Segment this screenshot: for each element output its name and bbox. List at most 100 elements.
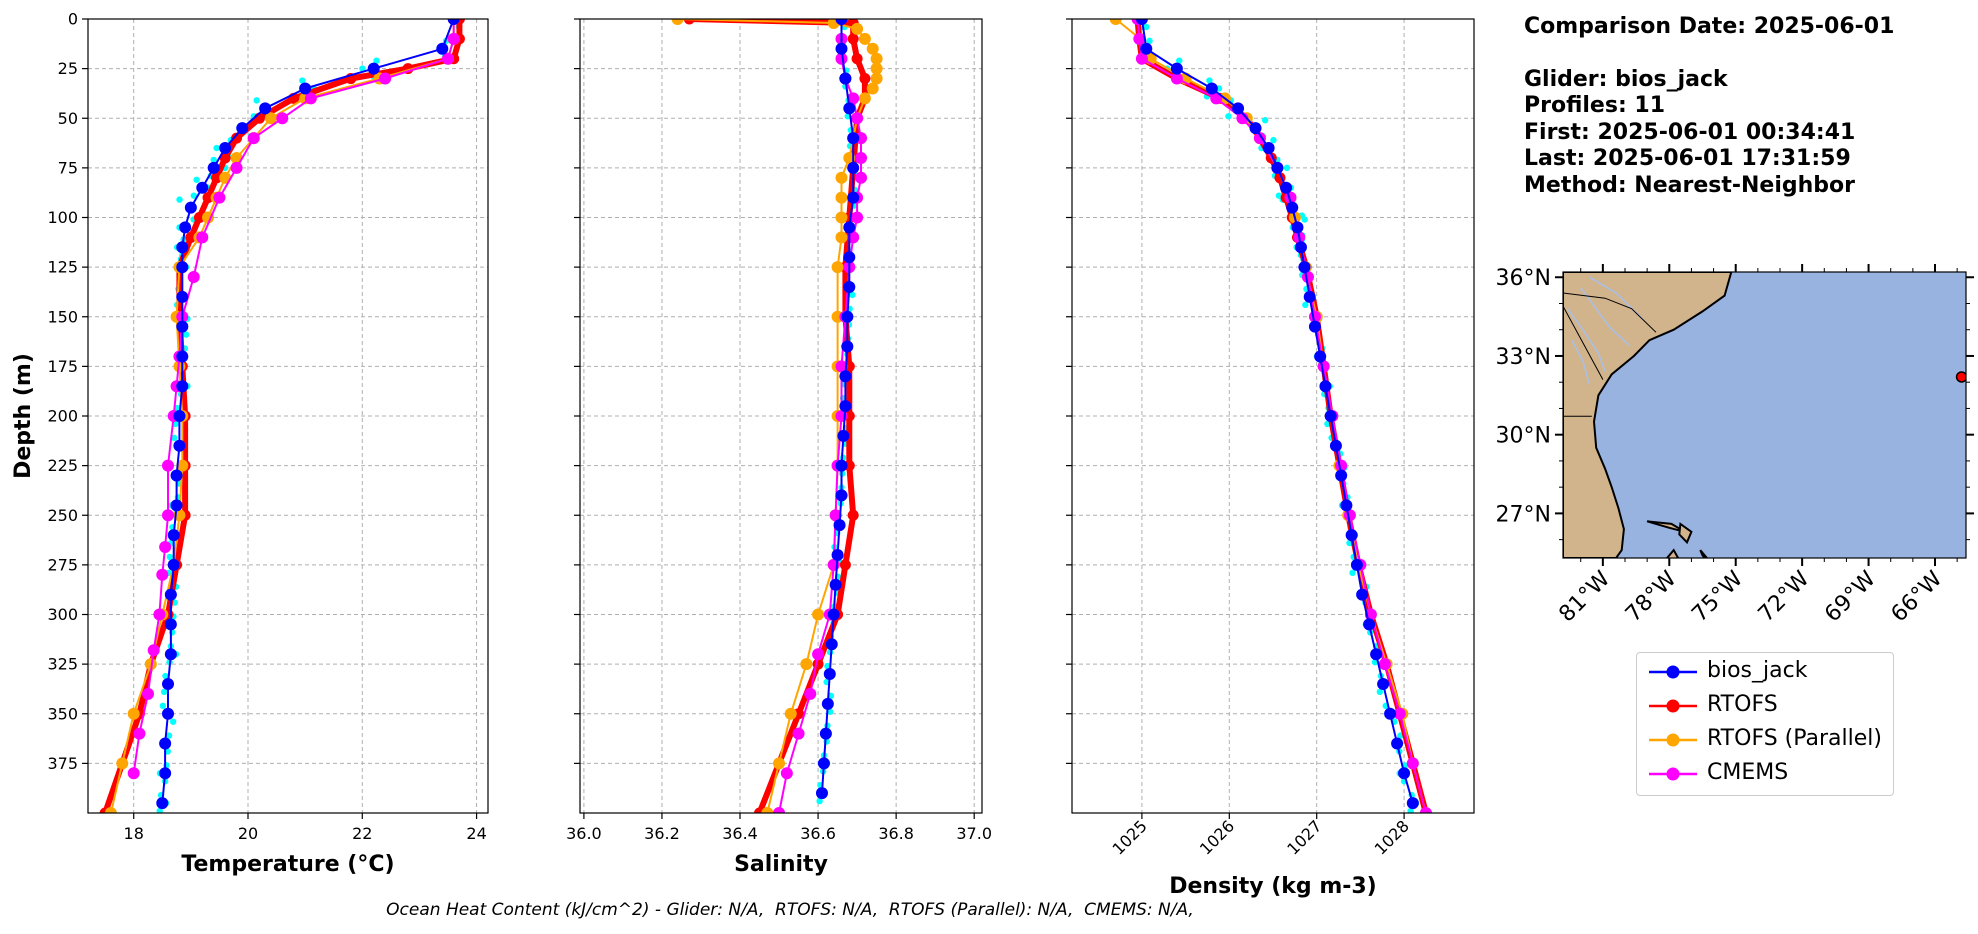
series-point-rtofs-parallel: [835, 231, 848, 244]
series-point-bios-jack: [436, 42, 449, 55]
series-point-bios-jack: [1340, 499, 1353, 512]
series-point-cmems: [196, 231, 209, 244]
series-point-bios-jack: [1335, 469, 1348, 482]
lon-tick-label: 75°W: [1687, 566, 1748, 627]
series-point-cmems: [1170, 72, 1183, 85]
glider-raw-point: [164, 748, 171, 755]
map-frame: [1562, 271, 1967, 559]
series-point-rtofs-parallel: [866, 82, 879, 95]
series-point-cmems: [304, 92, 317, 105]
info-last: Last: 2025-06-01 17:31:59: [1524, 146, 1851, 171]
series-point-bios-jack: [156, 797, 169, 810]
series-point-rtofs-parallel: [671, 19, 684, 25]
series-point-bios-jack: [1280, 181, 1293, 194]
series-point-bios-jack: [176, 241, 189, 254]
y-tick-label: 275: [47, 555, 78, 574]
info-box: Comparison Date: 2025-06-01 Glider: bios…: [1524, 14, 1894, 199]
series-point-rtofs-parallel: [851, 22, 864, 35]
lat-tick-label: 33°N: [1496, 345, 1551, 370]
series-point-rtofs: [683, 19, 695, 25]
plot-area: [99, 19, 465, 813]
series-point-bios-jack: [173, 439, 186, 452]
legend-symbol-bios-jack: [1649, 665, 1697, 679]
series-point-rtofs-parallel: [784, 707, 797, 720]
plot-area: [671, 19, 883, 813]
series-point-cmems: [847, 92, 860, 105]
y-tick-label: 100: [47, 208, 78, 227]
series-point-bios-jack: [1314, 350, 1327, 363]
series-point-cmems: [855, 151, 868, 164]
series-point-bios-jack: [839, 370, 852, 383]
glider-raw-point: [182, 331, 190, 338]
series-point-bios-jack: [1356, 588, 1369, 601]
series-point-bios-jack: [1291, 221, 1304, 234]
series-point-rtofs-parallel: [870, 52, 883, 65]
series-point-rtofs-parallel: [870, 62, 883, 75]
series-point-bios-jack: [1140, 42, 1153, 55]
series-point-bios-jack: [1377, 677, 1390, 690]
glider-raw-point: [816, 797, 823, 805]
series-point-bios-jack: [1271, 161, 1284, 174]
legend-label-rtofs-parallel: RTOFS (Parallel): [1707, 726, 1882, 751]
series-point-bios-jack: [259, 102, 272, 115]
series-point-bios-jack: [839, 72, 852, 85]
series-line-bios-jack: [161, 19, 455, 804]
legend-label-cmems: CMEMS: [1707, 760, 1789, 785]
y-tick-label: 300: [47, 605, 78, 624]
series-point-bios-jack: [843, 280, 856, 293]
x-tick-label: 22: [352, 824, 372, 843]
legend: bios_jack RTOFS RTOFS (Parallel) CMEMS: [1636, 652, 1894, 796]
series-point-cmems: [835, 52, 848, 65]
series-point-cmems: [147, 644, 160, 657]
series-point-bios-jack: [839, 400, 852, 413]
legend-symbol-cmems: [1649, 767, 1697, 781]
series-point-bios-jack: [167, 558, 180, 571]
series-point-bios-jack: [1345, 529, 1358, 542]
glider-raw-point: [171, 434, 178, 442]
series-point-rtofs: [193, 212, 205, 223]
series-point-cmems: [1378, 658, 1391, 671]
ohc-caption: Ocean Heat Content (kJ/cm^2) - Glider: N…: [386, 900, 1194, 920]
series-point-bios-jack: [1294, 241, 1307, 254]
series-point-bios-jack: [1398, 767, 1411, 780]
series-point-bios-jack: [1319, 380, 1332, 393]
series-point-cmems: [1135, 52, 1148, 65]
series-point-cmems: [159, 541, 172, 554]
density-panel: 1025 1026 1027 1028 Density (kg m-3): [1066, 18, 1475, 899]
glider-location-marker: [1955, 371, 1966, 383]
series-point-bios-jack: [219, 142, 232, 155]
axes-frame: [579, 18, 983, 814]
series-point-bios-jack: [1363, 618, 1376, 631]
legend-symbol-rtofs-parallel: [1649, 733, 1697, 747]
x-tick-label: 36.8: [878, 824, 914, 843]
series-point-rtofs-parallel: [127, 707, 140, 720]
series-point-bios-jack: [176, 261, 189, 274]
series-point-bios-jack: [1232, 102, 1245, 115]
legend-label-bios-jack: bios_jack: [1707, 658, 1808, 683]
series-point-cmems: [1419, 807, 1432, 813]
series-point-rtofs-parallel: [831, 261, 844, 274]
series-point-rtofs-parallel: [773, 757, 786, 770]
glider-raw-point: [1146, 37, 1153, 45]
series-point-cmems: [851, 211, 864, 224]
series-point-bios-jack: [162, 707, 174, 720]
glider-raw-point: [1261, 117, 1269, 124]
lon-tick-label: 81°W: [1554, 566, 1615, 627]
series-point-cmems: [835, 360, 848, 373]
series-point-bios-jack: [817, 757, 830, 770]
series-point-bios-jack: [837, 429, 850, 442]
glider-raw-point: [824, 662, 831, 670]
info-profiles: Profiles: 11: [1524, 93, 1666, 118]
y-tick-label: 175: [47, 357, 78, 376]
glider-raw-point: [1349, 569, 1356, 577]
x-tick-label: 24: [466, 824, 486, 843]
series-point-cmems: [442, 52, 454, 65]
series-point-rtofs: [211, 172, 223, 184]
info-glider: Glider: bios_jack: [1524, 66, 1728, 92]
series-point-bios-jack: [1205, 82, 1218, 95]
series-point-rtofs-parallel: [264, 112, 277, 125]
y-tick-label: 75: [58, 158, 78, 177]
series-point-cmems: [156, 568, 169, 581]
series-point-bios-jack: [1249, 122, 1262, 135]
series-point-cmems: [812, 648, 825, 661]
